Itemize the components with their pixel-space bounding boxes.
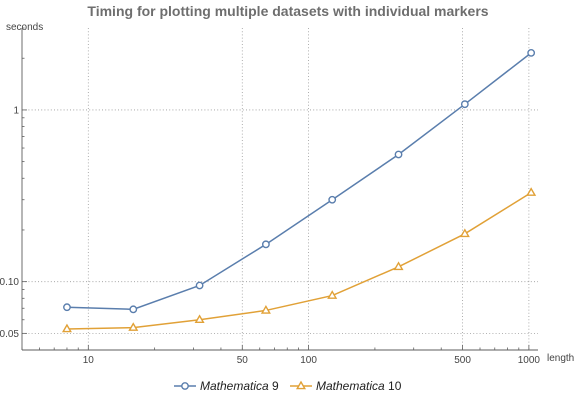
axes [21,28,538,351]
data-point [393,261,404,271]
y-tick-label: 0.10 [0,277,19,288]
series-mathematica-10 [61,187,537,333]
data-point [327,290,338,299]
x-tick-label: 100 [300,355,317,366]
data-point [459,228,470,238]
legend-entry: Mathematica 9 [174,379,279,393]
x-axis-label: length [547,353,574,364]
x-tick-label: 500 [454,355,471,366]
data-point [61,323,72,333]
data-point [527,48,536,57]
legend-label: Mathematica 10 [316,379,402,393]
legend-entry: Mathematica 10 [290,379,402,393]
chart-title: Timing for plotting multiple datasets wi… [87,3,488,19]
y-tick-label: 0.05 [0,329,19,340]
legend-label-version: 10 [388,379,402,393]
gridlines [22,28,538,350]
series-mathematica-9 [63,48,536,314]
y-tick-label: 1 [13,105,19,116]
legend-label: Mathematica 9 [200,379,279,393]
series-line [66,52,532,311]
data-series [61,48,537,333]
data-point [262,240,270,249]
data-point [129,305,138,314]
x-tick-label: 50 [237,355,249,366]
data-point [195,281,204,290]
x-tick-label: 1000 [518,355,541,366]
data-point [328,195,337,204]
axis-ticks: 10 50 100 500 1000 0.05 0.10 1 [0,27,541,366]
data-point [194,314,205,324]
x-tick-label: 10 [83,355,95,366]
data-point [394,150,403,159]
y-axis-label: seconds [6,22,43,33]
legend-label-version: 9 [272,379,279,393]
data-point [260,305,271,314]
data-point [63,303,71,312]
legend-label-name: Mathematica [200,379,272,393]
legend-label-name: Mathematica [316,379,388,393]
legend-marker [181,382,189,390]
data-point [128,322,139,331]
legend: Mathematica 9 Mathematica 10 [174,379,402,393]
data-point [526,187,537,196]
data-point [460,100,469,109]
legend-marker [295,380,307,390]
series-line [66,191,532,330]
